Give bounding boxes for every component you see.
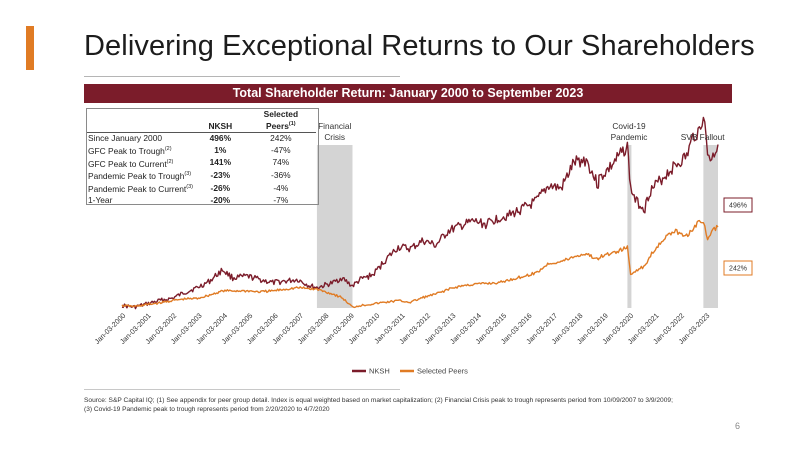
footnote-line-2: (3) Covid-19 Pandemic peak to trough rep…: [84, 406, 330, 413]
table-row: Pandemic Peak to Trough(3) -23% -36%: [86, 169, 316, 182]
row-label: GFC Peak to Trough(2): [86, 144, 195, 157]
footnote-line-1: Source: S&P Capital IQ; (1) See appendix…: [84, 397, 673, 404]
cell-nksh: -20%: [210, 194, 231, 205]
table-row: GFC Peak to Trough(2) 1% -47%: [86, 144, 316, 157]
svb-label: SVB Fallout: [681, 132, 726, 142]
page-title: Delivering Exceptional Returns to Our Sh…: [84, 30, 755, 62]
shaded-band-2: [703, 145, 718, 308]
end-label-text: 496%: [729, 203, 747, 210]
financial-crisis-label-1: Financial: [318, 121, 351, 131]
cell-nksh: -26%: [210, 183, 231, 194]
returns-table: NKSH Selected Peers(1) Since January 200…: [86, 109, 316, 206]
footnote-divider: [84, 389, 400, 390]
row-label: Pandemic Peak to Trough(3): [86, 169, 195, 182]
cell-peers: 74%: [272, 157, 290, 168]
cell-nksh: 141%: [209, 157, 232, 168]
cell-peers: -36%: [271, 170, 291, 181]
row-label-text: GFC Peak to Trough: [88, 145, 165, 156]
table-row: 1-Year -20% -7%: [86, 195, 316, 206]
legend: NKSH Selected Peers: [352, 367, 468, 376]
shaded-periods: [316, 145, 718, 308]
nksh-end-label: 496%: [723, 197, 753, 213]
title-accent-bar: [26, 26, 34, 70]
cell-peers: -7%: [273, 194, 289, 205]
end-label-box: [723, 260, 753, 276]
end-label-text: 242%: [729, 266, 747, 273]
row-label-text: GFC Peak to Current: [88, 158, 167, 169]
legend-nksh-label: NKSH: [369, 367, 390, 376]
cell-nksh: -23%: [210, 170, 231, 181]
cell-nksh: 1%: [214, 144, 227, 155]
row-label-sup: (3): [184, 171, 192, 178]
peers-end-label: 242%: [723, 260, 753, 276]
shaded-band-1: [627, 145, 632, 308]
col-header-peers: Selected Peers(1): [245, 109, 316, 133]
row-label-sup: (2): [166, 158, 174, 165]
cell-nksh: 496%: [209, 132, 232, 143]
row-label: Pandemic Peak to Current(3): [86, 182, 195, 195]
cell-peers: -47%: [271, 144, 291, 155]
end-label-box: [723, 197, 753, 213]
row-label-sup: (2): [164, 145, 172, 152]
row-label: GFC Peak to Current(2): [86, 157, 195, 170]
page-number: 6: [735, 421, 741, 431]
nksh-line: [121, 116, 719, 310]
col-header-peers-sub: Peers: [266, 120, 289, 131]
footnote: Source: S&P Capital IQ; (1) See appendix…: [84, 396, 724, 414]
table-corner: [86, 109, 195, 133]
table-row: Pandemic Peak to Current(3) -26% -4%: [86, 182, 316, 195]
end-labels: 496% 242%: [723, 197, 753, 276]
row-label: 1-Year: [86, 195, 195, 206]
financial-crisis-label-2: Crisis: [324, 132, 345, 142]
col-header-nksh: NKSH: [194, 109, 246, 133]
title-divider: [84, 76, 400, 77]
col-header-peers-main: Selected: [263, 109, 299, 119]
peers-line: [121, 219, 719, 309]
covid-label-1: Covid-19: [612, 121, 646, 131]
cell-peers: -4%: [273, 183, 289, 194]
legend-peers-label: Selected Peers: [417, 367, 468, 376]
series-lines: [121, 116, 719, 310]
table-row: GFC Peak to Current(2) 141% 74%: [86, 157, 316, 170]
cell-peers: 242%: [270, 132, 292, 143]
row-label-text: Since January 2000: [88, 132, 163, 143]
chart-banner: Total Shareholder Return: January 2000 t…: [84, 84, 732, 103]
row-label-text: 1-Year: [88, 194, 113, 205]
covid-label-2: Pandemic: [611, 132, 648, 142]
x-axis-ticks: Jan-03-2000Jan-03-2001Jan-03-2002Jan-03-…: [93, 311, 712, 346]
col-header-peers-sup: (1): [288, 121, 296, 127]
row-label: Since January 2000: [86, 132, 195, 144]
row-label-text: Pandemic Peak to Trough: [88, 171, 185, 182]
table-row: Since January 2000 496% 242%: [86, 132, 316, 144]
row-label-text: Pandemic Peak to Current: [88, 183, 187, 194]
row-label-sup: (3): [186, 184, 193, 191]
